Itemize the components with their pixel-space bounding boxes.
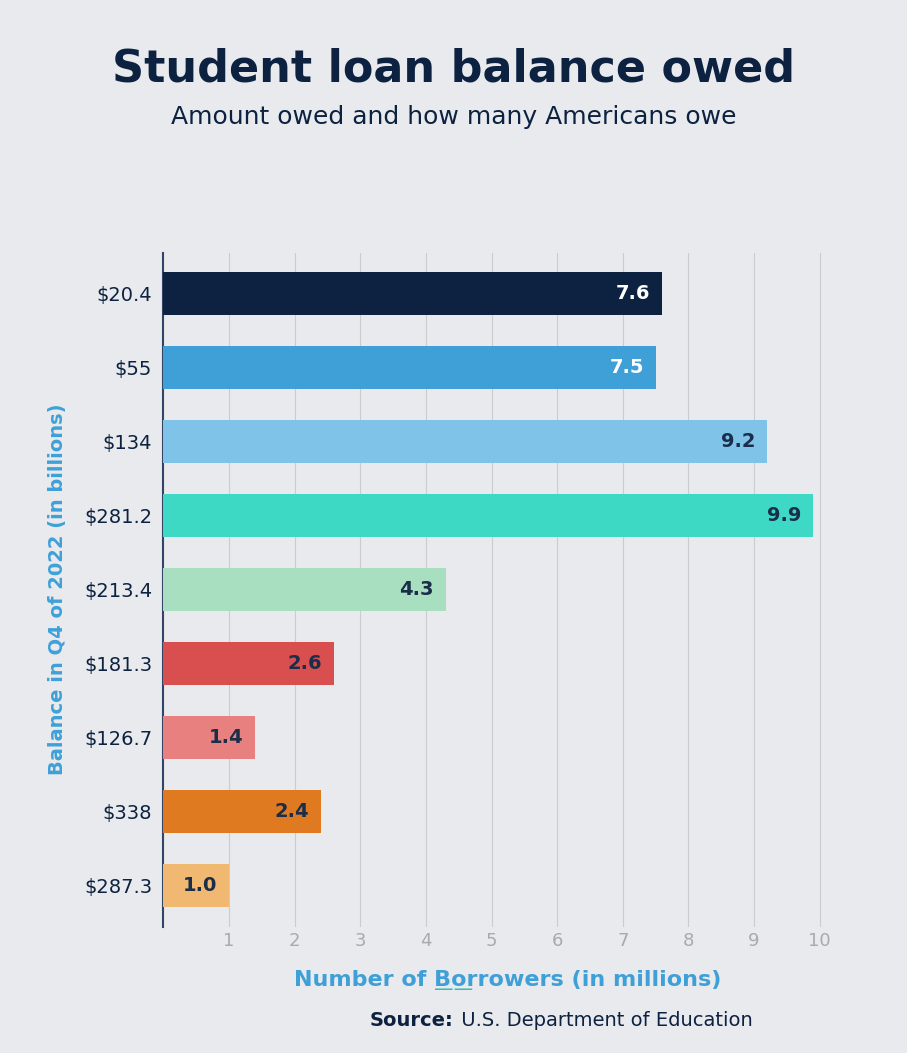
Text: 1.4: 1.4	[209, 729, 243, 748]
X-axis label: Number of Borrowers (in millions): Number of Borrowers (in millions)	[294, 970, 722, 990]
Text: 9.9: 9.9	[767, 506, 802, 525]
Bar	[163, 346, 656, 389]
Bar	[163, 791, 321, 833]
Bar	[163, 865, 229, 908]
Text: Student loan balance owed: Student loan balance owed	[112, 47, 795, 91]
Text: 2.4: 2.4	[275, 802, 309, 821]
Bar	[163, 569, 445, 611]
Text: Source:: Source:	[370, 1011, 454, 1030]
Bar	[163, 642, 334, 686]
Text: 1.0: 1.0	[182, 876, 217, 895]
Text: ——: ——	[434, 980, 473, 999]
Text: 7.5: 7.5	[610, 358, 644, 377]
Text: 9.2: 9.2	[721, 432, 756, 451]
Bar	[163, 494, 814, 537]
Y-axis label: Balance in Q4 of 2022 (in billions): Balance in Q4 of 2022 (in billions)	[48, 404, 67, 775]
Text: 4.3: 4.3	[399, 580, 434, 599]
Bar	[163, 272, 662, 315]
Text: U.S. Department of Education: U.S. Department of Education	[455, 1011, 753, 1030]
Text: 2.6: 2.6	[288, 654, 322, 673]
Bar	[163, 716, 255, 759]
Text: 7.6: 7.6	[616, 284, 650, 303]
Text: Amount owed and how many Americans owe: Amount owed and how many Americans owe	[171, 105, 736, 130]
Bar	[163, 420, 767, 463]
